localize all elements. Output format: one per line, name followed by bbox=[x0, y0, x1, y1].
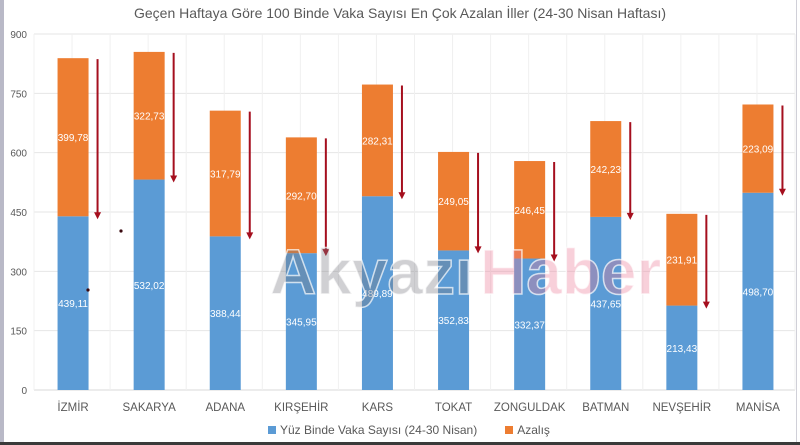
legend-label-decrease: Azalış bbox=[517, 423, 550, 437]
legend-label-cases: Yüz Binde Vaka Sayısı (24-30 Nisan) bbox=[280, 423, 478, 437]
stray-dots bbox=[86, 229, 123, 292]
x-axis: İZMİR SAKARYA ADANA KIRŞEHİR KARS TOKAT ZONGUL… bbox=[57, 401, 780, 414]
bar-cases bbox=[438, 250, 470, 390]
bar-label-decrease: 322,73 bbox=[134, 112, 165, 123]
bar-label-decrease: 249,05 bbox=[438, 197, 469, 208]
x-category-label: İZMİR bbox=[57, 401, 88, 414]
dot-marker bbox=[86, 288, 90, 292]
bar-group: 489,89 282,31 bbox=[361, 84, 393, 390]
down-arrow-icon bbox=[626, 122, 634, 220]
bar-label-decrease: 242,23 bbox=[590, 165, 621, 176]
bar-cases bbox=[514, 258, 546, 390]
bar-label-cases: 437,65 bbox=[590, 299, 621, 310]
bar-decrease bbox=[742, 104, 774, 193]
bar-label-cases: 489,89 bbox=[362, 289, 393, 300]
bar-cases bbox=[590, 216, 622, 390]
down-arrow-icon bbox=[702, 214, 710, 309]
bar-cases bbox=[742, 192, 774, 390]
x-category-label: BATMAN bbox=[582, 402, 629, 414]
y-tick-label: 0 bbox=[21, 386, 27, 397]
bar-group: 388,44 317,79 bbox=[209, 110, 241, 390]
bar-label-cases: 498,70 bbox=[743, 287, 774, 298]
bar-label-cases: 213,43 bbox=[667, 344, 698, 355]
bar-cases bbox=[285, 253, 317, 390]
y-axis: 0 150 300 450 600 750 900 bbox=[10, 30, 27, 397]
x-category-label: NEVŞEHİR bbox=[652, 401, 711, 414]
bar-label-cases: 388,44 bbox=[210, 309, 241, 320]
bar-label-cases: 345,95 bbox=[286, 318, 317, 329]
bar-decrease bbox=[666, 213, 698, 306]
legend-item-cases: Yüz Binde Vaka Sayısı (24-30 Nisan) bbox=[268, 423, 477, 437]
bar-cases bbox=[133, 179, 165, 390]
y-tick-label: 300 bbox=[10, 267, 27, 278]
down-arrow-icon bbox=[474, 152, 482, 254]
down-arrow-icon bbox=[550, 162, 558, 262]
bar-label-cases: 352,83 bbox=[438, 316, 469, 327]
legend-item-decrease: Azalış bbox=[505, 423, 550, 437]
bar-group: 213,43 231,91 bbox=[666, 213, 698, 390]
bar-group: 345,95 292,70 bbox=[285, 137, 317, 390]
right-frame-border bbox=[796, 0, 797, 445]
bar-decrease bbox=[438, 151, 470, 251]
x-category-label: KARS bbox=[362, 402, 394, 414]
down-arrow-icon bbox=[778, 105, 786, 196]
bar-label-decrease: 231,91 bbox=[667, 256, 698, 267]
bar-cases bbox=[666, 305, 698, 390]
left-frame-border bbox=[0, 0, 4, 445]
bar-label-cases: 532,02 bbox=[134, 281, 165, 292]
bar-group: 437,65 242,23 bbox=[590, 121, 621, 390]
y-tick-label: 450 bbox=[10, 208, 27, 219]
bar-cases bbox=[57, 216, 89, 390]
bar-label-decrease: 246,45 bbox=[514, 206, 545, 217]
bar-cases bbox=[361, 196, 393, 390]
bar-decrease bbox=[57, 58, 89, 217]
y-tick-label: 900 bbox=[10, 30, 27, 41]
bar-decrease bbox=[285, 137, 317, 254]
bar-group: 498,70 223,09 bbox=[742, 104, 774, 390]
x-category-label: SAKARYA bbox=[123, 402, 177, 414]
down-arrow-icon bbox=[398, 85, 406, 200]
bar-group: 532,02 322,73 bbox=[133, 51, 165, 390]
bar-group: 332,37 246,45 bbox=[514, 161, 545, 390]
bar-cases bbox=[209, 236, 241, 390]
bar-decrease bbox=[133, 51, 165, 180]
bars: 439,11 399,78 532,02 322,73 388,44 317,79 345,… bbox=[57, 51, 774, 390]
bar-label-decrease: 282,31 bbox=[362, 136, 393, 147]
down-arrow-icon bbox=[170, 52, 178, 183]
x-category-label: ADANA bbox=[205, 402, 245, 414]
bar-label-decrease: 317,79 bbox=[210, 169, 241, 180]
bar-group: 352,83 249,05 bbox=[438, 151, 470, 390]
x-category-label: TOKAT bbox=[435, 402, 472, 414]
bar-decrease bbox=[514, 161, 546, 259]
chart-title: Geçen Haftaya Göre 100 Binde Vaka Sayısı… bbox=[133, 5, 666, 21]
down-arrow-icon bbox=[94, 59, 102, 220]
legend: Yüz Binde Vaka Sayısı (24-30 Nisan) Azal… bbox=[268, 422, 578, 438]
down-arrow-icon bbox=[322, 138, 330, 257]
bar-group: 439,11 399,78 bbox=[57, 58, 89, 390]
y-tick-label: 750 bbox=[10, 89, 27, 100]
x-category-label: KIRŞEHİR bbox=[274, 401, 328, 414]
dot-marker bbox=[119, 229, 123, 233]
bar-label-cases: 332,37 bbox=[514, 320, 545, 331]
bar-label-cases: 439,11 bbox=[58, 299, 88, 310]
x-category-label: ZONGULDAK bbox=[494, 402, 566, 414]
bar-label-decrease: 292,70 bbox=[286, 191, 317, 202]
bar-label-decrease: 223,09 bbox=[743, 145, 774, 156]
x-category-label: MANİSA bbox=[736, 401, 780, 414]
bar-decrease bbox=[361, 84, 393, 197]
down-arrow-icon bbox=[246, 111, 254, 240]
legend-swatch-orange bbox=[505, 426, 514, 434]
bar-label-decrease: 399,78 bbox=[58, 133, 89, 144]
y-tick-label: 150 bbox=[10, 327, 27, 338]
bottom-frame-border bbox=[0, 442, 800, 445]
y-tick-label: 600 bbox=[10, 149, 27, 160]
legend-swatch-blue bbox=[268, 426, 276, 434]
decrease-arrows bbox=[94, 52, 786, 309]
bar-decrease bbox=[590, 121, 622, 217]
bar-decrease bbox=[209, 110, 241, 237]
